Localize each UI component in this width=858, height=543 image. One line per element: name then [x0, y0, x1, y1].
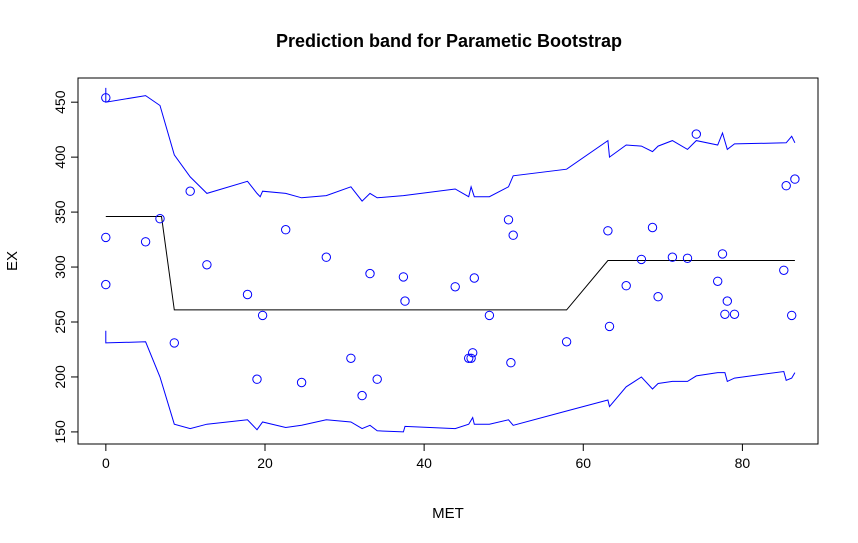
data-point [400, 296, 410, 306]
data-point [346, 353, 356, 363]
data-point [296, 377, 307, 388]
lower-band-line [105, 330, 796, 433]
y-tick-label: 350 [52, 200, 68, 224]
data-point [469, 273, 479, 283]
data-point [604, 321, 615, 332]
data-point [667, 252, 678, 262]
data-point [357, 390, 367, 401]
x-tick-label: 20 [257, 455, 273, 471]
data-point [140, 237, 151, 247]
data-point [682, 253, 693, 263]
data-point [155, 214, 165, 224]
data-point [691, 129, 701, 139]
y-tick-label: 150 [52, 420, 68, 444]
data-point [450, 282, 460, 292]
data-point [169, 338, 180, 348]
data-point [508, 230, 518, 240]
data-points [101, 93, 800, 401]
upper-band-line [105, 87, 796, 202]
x-tick-label: 60 [575, 455, 591, 471]
y-tick-label: 300 [52, 255, 68, 279]
data-point [365, 268, 375, 279]
data-point [257, 310, 268, 321]
data-point [101, 93, 111, 103]
data-point [503, 215, 514, 225]
data-point [787, 310, 797, 321]
data-point [713, 276, 723, 286]
data-point [779, 265, 789, 275]
data-point [636, 254, 647, 265]
data-point [242, 289, 253, 300]
y-tick-label: 200 [52, 365, 68, 389]
data-point [321, 252, 331, 262]
data-point [185, 186, 195, 196]
data-point [729, 309, 740, 319]
x-axis-label: MET [432, 505, 464, 522]
x-tick-label: 0 [102, 455, 110, 471]
data-point [372, 374, 382, 384]
y-tick-label: 450 [52, 90, 68, 114]
data-point [202, 260, 212, 270]
fitted-line [105, 216, 795, 311]
data-point [722, 296, 732, 306]
data-point [468, 348, 478, 358]
y-tick-label: 400 [52, 145, 68, 169]
data-point [621, 281, 631, 291]
y-axis-label: EX [4, 251, 21, 271]
data-point [281, 225, 291, 235]
data-point [466, 353, 476, 363]
x-tick-label: 80 [735, 455, 751, 471]
chart-title: Prediction band for Parametic Bootstrap [276, 31, 622, 51]
data-point [653, 292, 663, 302]
series-lines [105, 87, 796, 433]
x-tick-label: 40 [416, 455, 432, 471]
x-axis: 0 20 40 60 80 [102, 443, 751, 471]
data-point [790, 174, 800, 184]
data-point [781, 181, 791, 191]
data-point [101, 232, 111, 243]
data-point [101, 279, 111, 290]
data-point [506, 358, 516, 368]
data-point [603, 226, 613, 236]
data-point [561, 337, 572, 347]
data-point [647, 222, 658, 233]
data-point [484, 310, 495, 321]
data-point [717, 249, 728, 259]
y-tick-label: 250 [52, 310, 68, 334]
y-axis: 150 200 250 300 350 400 450 [52, 90, 79, 444]
data-point [252, 374, 262, 384]
data-point [398, 272, 409, 282]
data-point [720, 309, 730, 319]
